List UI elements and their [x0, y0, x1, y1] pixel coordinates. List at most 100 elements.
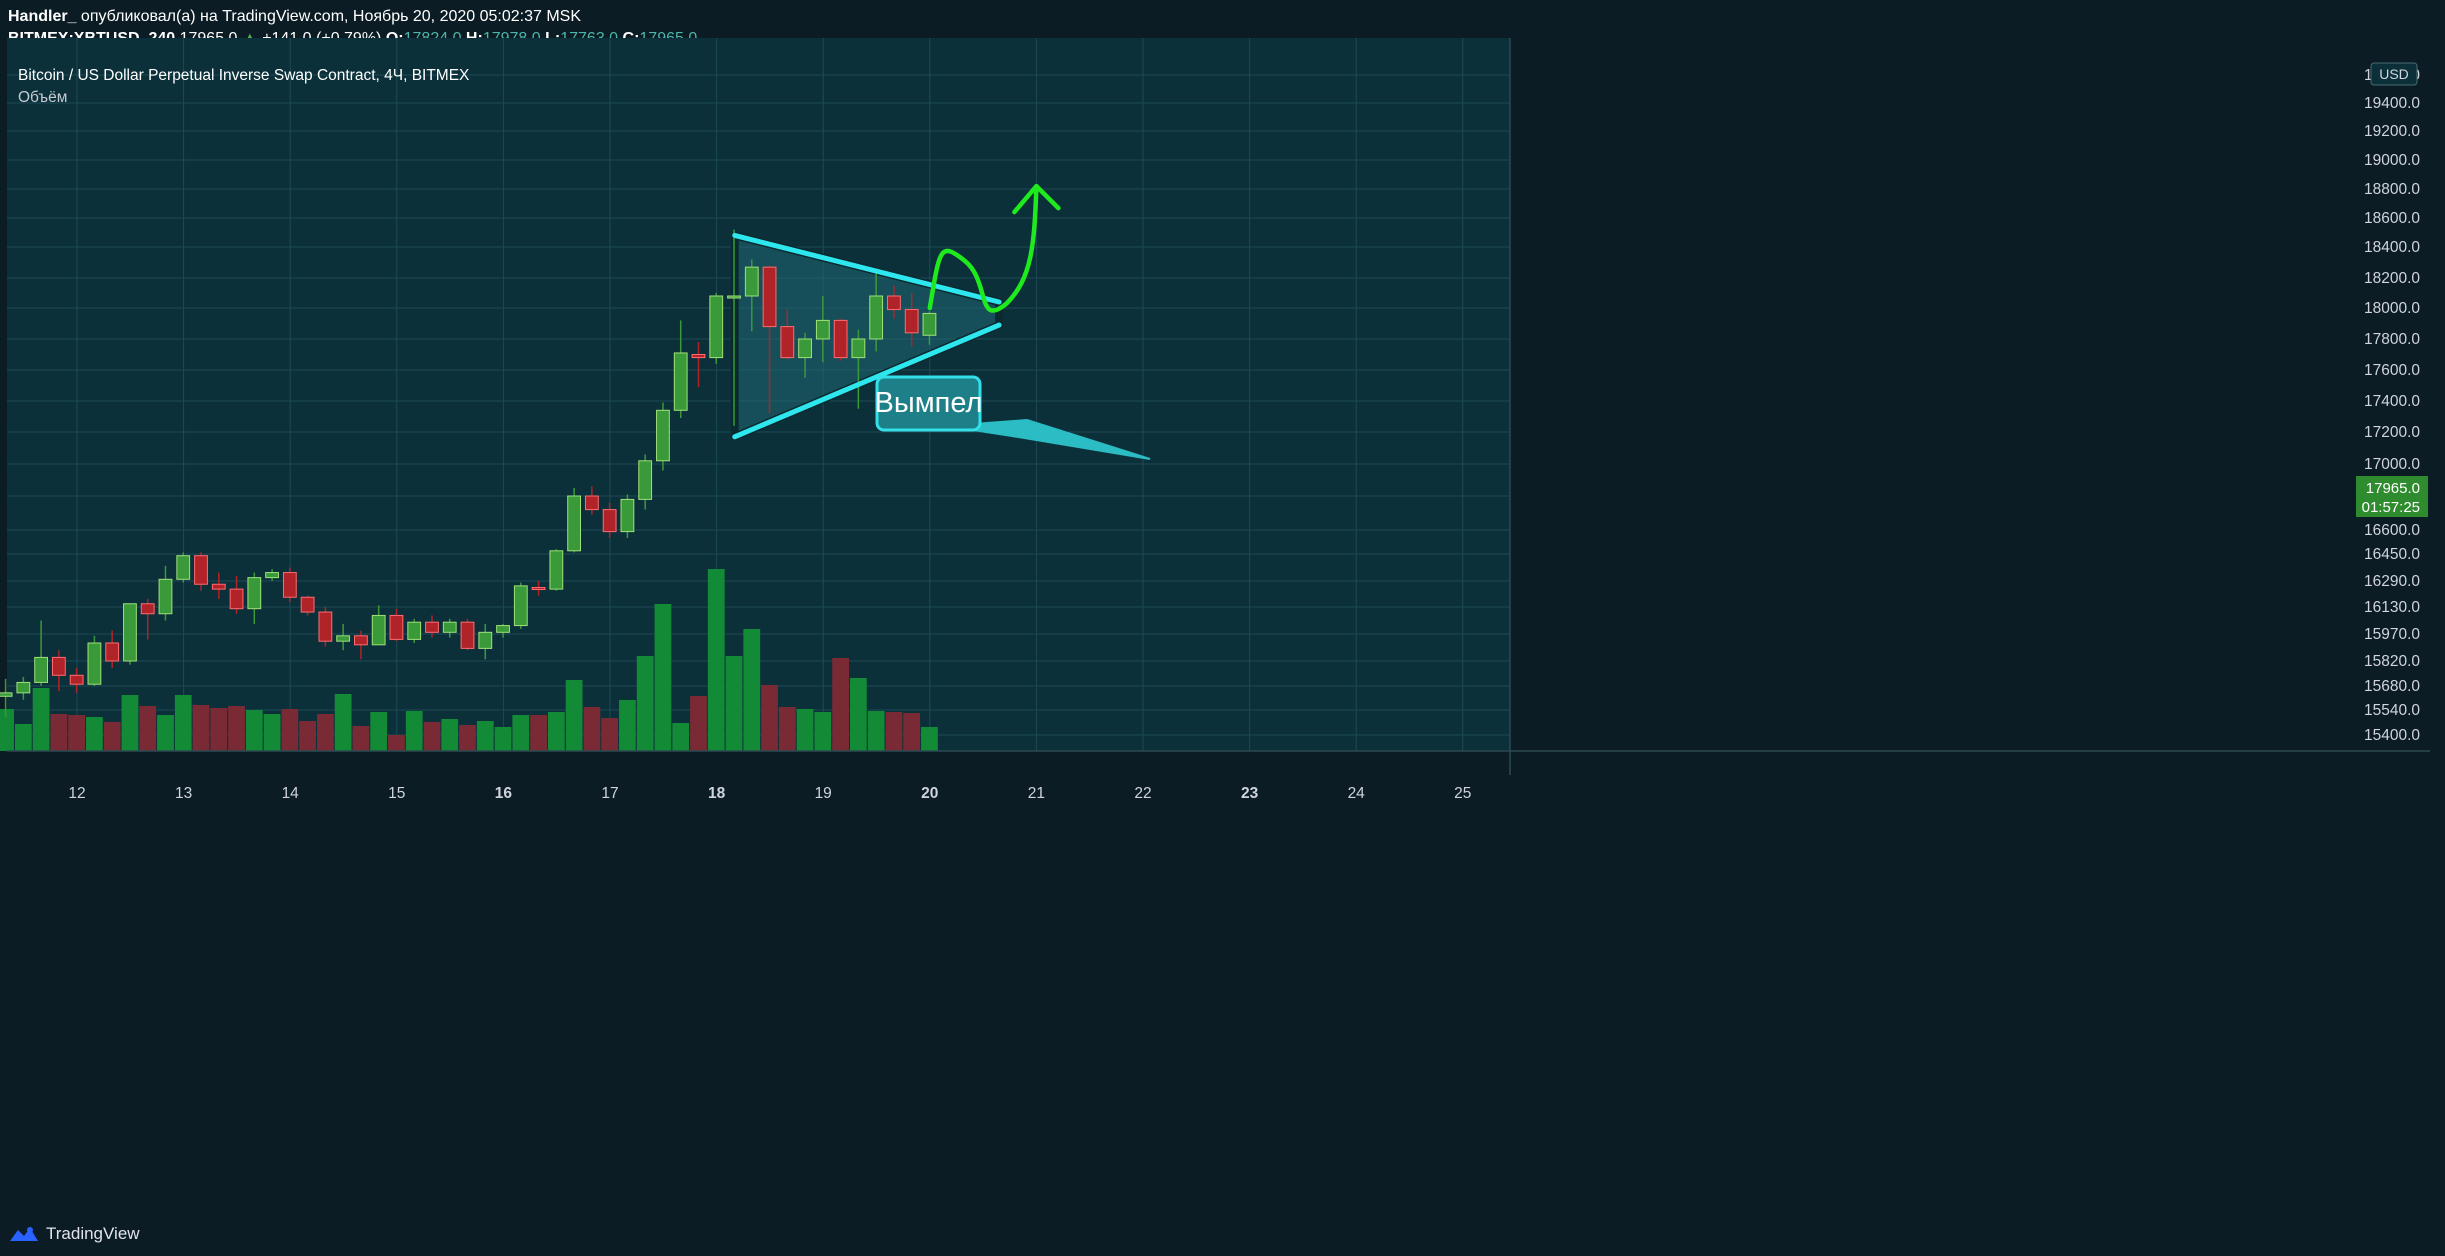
candle-body — [549, 550, 564, 590]
volume-bar — [743, 629, 761, 751]
last-price-tag-value: 17965.0 — [2366, 480, 2420, 497]
candle-body — [815, 319, 830, 340]
candle-body — [496, 625, 510, 633]
time-axis-label: 15 — [388, 785, 405, 802]
pennant-lower-line[interactable] — [732, 322, 1002, 440]
volume-bar — [530, 715, 547, 751]
pennant-upper-line[interactable] — [732, 232, 1002, 305]
brand-name: TradingView — [46, 1224, 140, 1243]
volume-bar — [0, 709, 14, 751]
candle-body — [620, 498, 635, 533]
time-axis-label: 16 — [495, 785, 513, 802]
time-axis-label: 20 — [921, 785, 938, 802]
volume-bar — [601, 718, 619, 751]
volume-bar — [885, 712, 903, 751]
price-axis-label: 17000.0 — [2364, 456, 2420, 473]
volume-bar — [832, 658, 849, 751]
author-name[interactable]: Handler_ — [8, 8, 77, 25]
volume-bar — [867, 711, 885, 751]
candle-body — [371, 614, 386, 646]
published-text: опубликовал(а) на TradingView.com, Ноябр… — [80, 8, 582, 25]
price-axis-label: 16450.0 — [2364, 546, 2420, 563]
price-axis-label: 19400.0 — [2364, 95, 2420, 112]
volume-bar — [352, 726, 370, 751]
volume-bar — [921, 727, 938, 751]
price-axis-label: 18400.0 — [2364, 239, 2420, 256]
volume-bar — [68, 715, 86, 751]
time-axis-label: 17 — [601, 785, 618, 802]
price-axis-label: 18000.0 — [2364, 300, 2420, 317]
tradingview-logo[interactable]: TradingView — [8, 1224, 140, 1244]
volume-bar — [903, 713, 921, 751]
candle-body — [407, 621, 422, 640]
candle-body — [300, 596, 315, 613]
candle-body — [922, 312, 937, 336]
candle-body — [638, 460, 653, 500]
volume-bar — [778, 707, 796, 751]
price-axis-label: 15820.0 — [2364, 653, 2420, 670]
currency-button[interactable] — [2370, 62, 2418, 86]
price-axis-label: 15680.0 — [2364, 678, 2420, 695]
candle-body — [869, 295, 884, 340]
volume-bar — [565, 680, 583, 751]
candle-body — [51, 656, 66, 676]
annotation-callout[interactable] — [875, 375, 982, 432]
volume-bar — [654, 604, 672, 751]
candle-body — [265, 572, 279, 579]
volume-bar — [32, 688, 50, 751]
volume-bar — [192, 705, 210, 751]
volume-bar — [814, 712, 832, 751]
volume-bar — [86, 717, 103, 751]
time-axis-label: 22 — [1134, 785, 1151, 802]
candle-body — [478, 631, 493, 649]
candle-body — [762, 266, 777, 328]
volume-bar — [547, 712, 565, 751]
candle-body — [691, 354, 706, 359]
volume-bar — [299, 721, 316, 751]
candle-body — [744, 266, 759, 297]
volume-bar — [672, 723, 690, 751]
candle-body — [460, 621, 475, 649]
price-axis-label: 16130.0 — [2364, 599, 2420, 616]
volume-bar — [423, 722, 441, 751]
volume-bar — [636, 656, 654, 751]
volume-bar — [103, 722, 121, 751]
price-axis-label: 19200.0 — [2364, 123, 2420, 140]
candle-body — [656, 409, 670, 462]
candle-body — [105, 642, 120, 662]
forecast-arrow-path[interactable] — [927, 183, 1039, 313]
volume-bar — [210, 708, 228, 751]
time-axis[interactable]: 12 13 14 15 16 17 18 19 20 21 22 23 24 25 — [68, 785, 1471, 802]
time-axis-label: 25 — [1454, 785, 1471, 802]
volume-bar — [761, 685, 778, 751]
volume-label: Объём — [18, 89, 67, 106]
price-axis-label: 17400.0 — [2364, 393, 2420, 410]
volume-bar — [796, 709, 814, 751]
time-axis-label: 21 — [1028, 785, 1045, 802]
forecast-arrow-head[interactable] — [1012, 183, 1061, 215]
volume-bar — [388, 735, 405, 751]
candle-body — [887, 295, 901, 311]
volume-bar — [14, 724, 32, 751]
last-price-tag — [2356, 476, 2428, 517]
pane-title: Bitcoin / US Dollar Perpetual Inverse Sw… — [18, 67, 470, 84]
candle-body — [211, 583, 226, 590]
candle-body — [442, 621, 457, 633]
candle-body — [34, 656, 49, 683]
candle-body — [851, 338, 866, 359]
tradingview-logo-icon — [10, 1227, 38, 1241]
candle-body — [194, 555, 208, 585]
price-axis[interactable]: 19600.019400.019200.019000.018800.018600… — [2364, 67, 2420, 744]
volume-bar — [512, 715, 530, 751]
candle-body — [727, 295, 741, 299]
volume-bar — [583, 707, 601, 751]
candle-body — [584, 495, 599, 511]
volume-bar — [707, 569, 725, 751]
candle-body — [354, 635, 368, 646]
candle-body — [602, 509, 617, 533]
time-axis-label: 18 — [708, 785, 726, 802]
volume-bar — [121, 695, 139, 751]
candle-body — [673, 352, 688, 411]
header-line-1: Handler_ опубликовал(а) на TradingView.c… — [8, 6, 697, 28]
